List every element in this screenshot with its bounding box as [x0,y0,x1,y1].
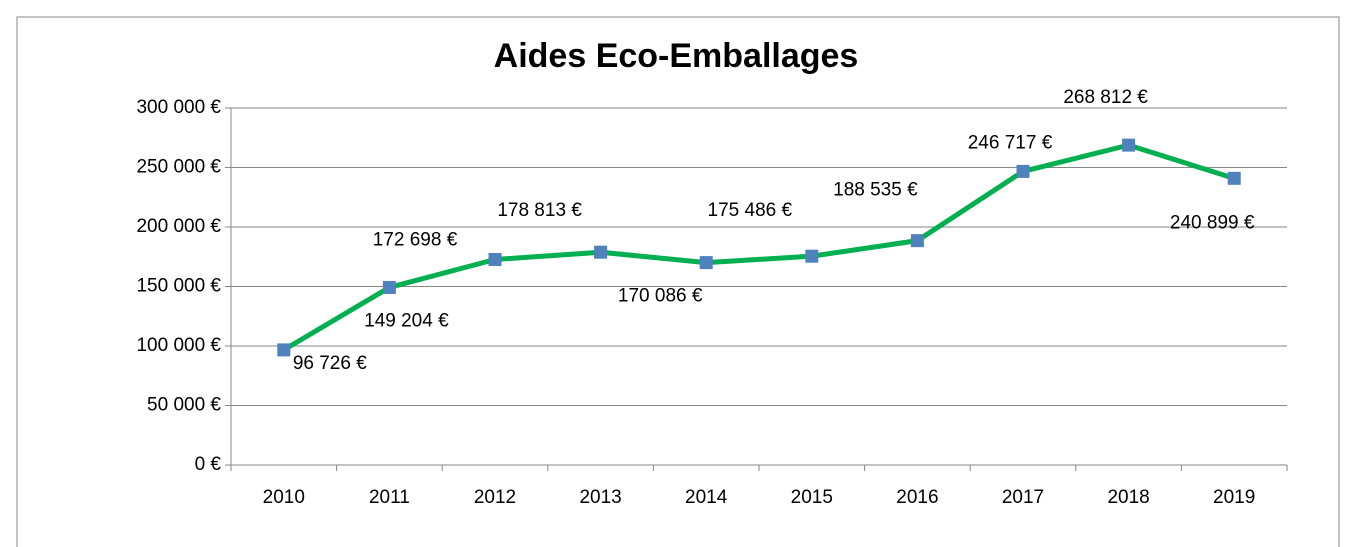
data-label: 175 486 € [708,200,793,221]
y-tick-label: 200 000 € [136,216,221,237]
chart-frame [16,16,1340,547]
data-marker [382,280,396,294]
data-marker [699,256,713,270]
y-tick-label: 50 000 € [147,395,221,416]
data-label: 178 813 € [497,200,582,221]
y-tick-label: 250 000 € [136,157,221,178]
x-tick-label: 2016 [896,487,938,508]
data-label: 172 698 € [373,230,458,251]
x-tick-label: 2014 [685,487,728,508]
data-marker [805,249,819,263]
y-tick-label: 0 € [195,454,222,475]
data-marker [1227,171,1241,185]
x-tick-label: 2019 [1213,487,1255,508]
data-line [282,142,1235,353]
data-marker [1016,164,1030,178]
data-label: 96 726 € [293,353,367,374]
data-marker [277,343,291,357]
x-tick-label: 2012 [474,487,516,508]
data-marker [1122,138,1136,152]
chart-title: Aides Eco-Emballages [494,37,859,75]
y-tick-label: 300 000 € [136,97,221,118]
x-tick-label: 2010 [263,487,305,508]
x-tick-label: 2013 [579,487,621,508]
x-tick-label: 2017 [1002,487,1044,508]
data-label: 246 717 € [968,132,1053,153]
data-label: 240 899 € [1170,212,1255,233]
data-marker [488,252,502,266]
data-marker [594,245,608,259]
x-tick-label: 2015 [791,487,833,508]
data-marker [910,234,924,248]
data-label: 170 086 € [618,286,703,307]
y-tick-label: 150 000 € [136,276,221,297]
x-tick-label: 2018 [1107,487,1149,508]
x-tick-label: 2011 [369,487,410,508]
data-label: 188 535 € [833,180,918,201]
data-label: 149 204 € [364,310,449,331]
data-label: 268 812 € [1063,87,1148,108]
y-tick-label: 100 000 € [136,335,221,356]
